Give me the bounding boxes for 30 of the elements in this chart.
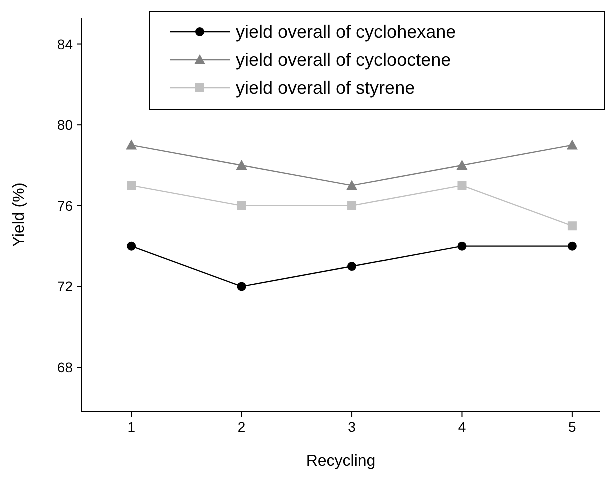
point (348, 201, 357, 210)
x-tick-label: 1 (128, 419, 136, 435)
point (348, 262, 357, 272)
point (458, 242, 467, 251)
x-tick-label: 2 (238, 419, 246, 435)
point (127, 181, 136, 190)
y-tick-label: 84 (57, 36, 74, 52)
legend-label: yield overall of cyclohexane (236, 22, 456, 42)
point (346, 180, 358, 190)
legend-label: yield overall of cyclooctene (236, 50, 452, 70)
point (237, 201, 246, 210)
x-axis-title: Recycling (306, 453, 376, 470)
point (236, 160, 248, 170)
x-tick-label: 3 (348, 419, 356, 435)
y-tick-label: 76 (57, 198, 74, 214)
y-tick-label: 72 (57, 278, 74, 295)
point (237, 282, 246, 292)
point (126, 140, 138, 150)
point (568, 222, 577, 231)
y-axis-title: Yield (%) (11, 182, 28, 248)
point (456, 160, 468, 170)
y-tick-label: 80 (57, 117, 74, 134)
point (458, 181, 467, 190)
point (568, 242, 577, 251)
x-tick-label: 5 (568, 419, 577, 435)
x-tick-label: 4 (458, 419, 466, 435)
y-tick-label: 68 (57, 360, 74, 376)
legend-label: yield overall of styrene (236, 78, 416, 98)
point (127, 242, 136, 251)
point (566, 140, 578, 150)
